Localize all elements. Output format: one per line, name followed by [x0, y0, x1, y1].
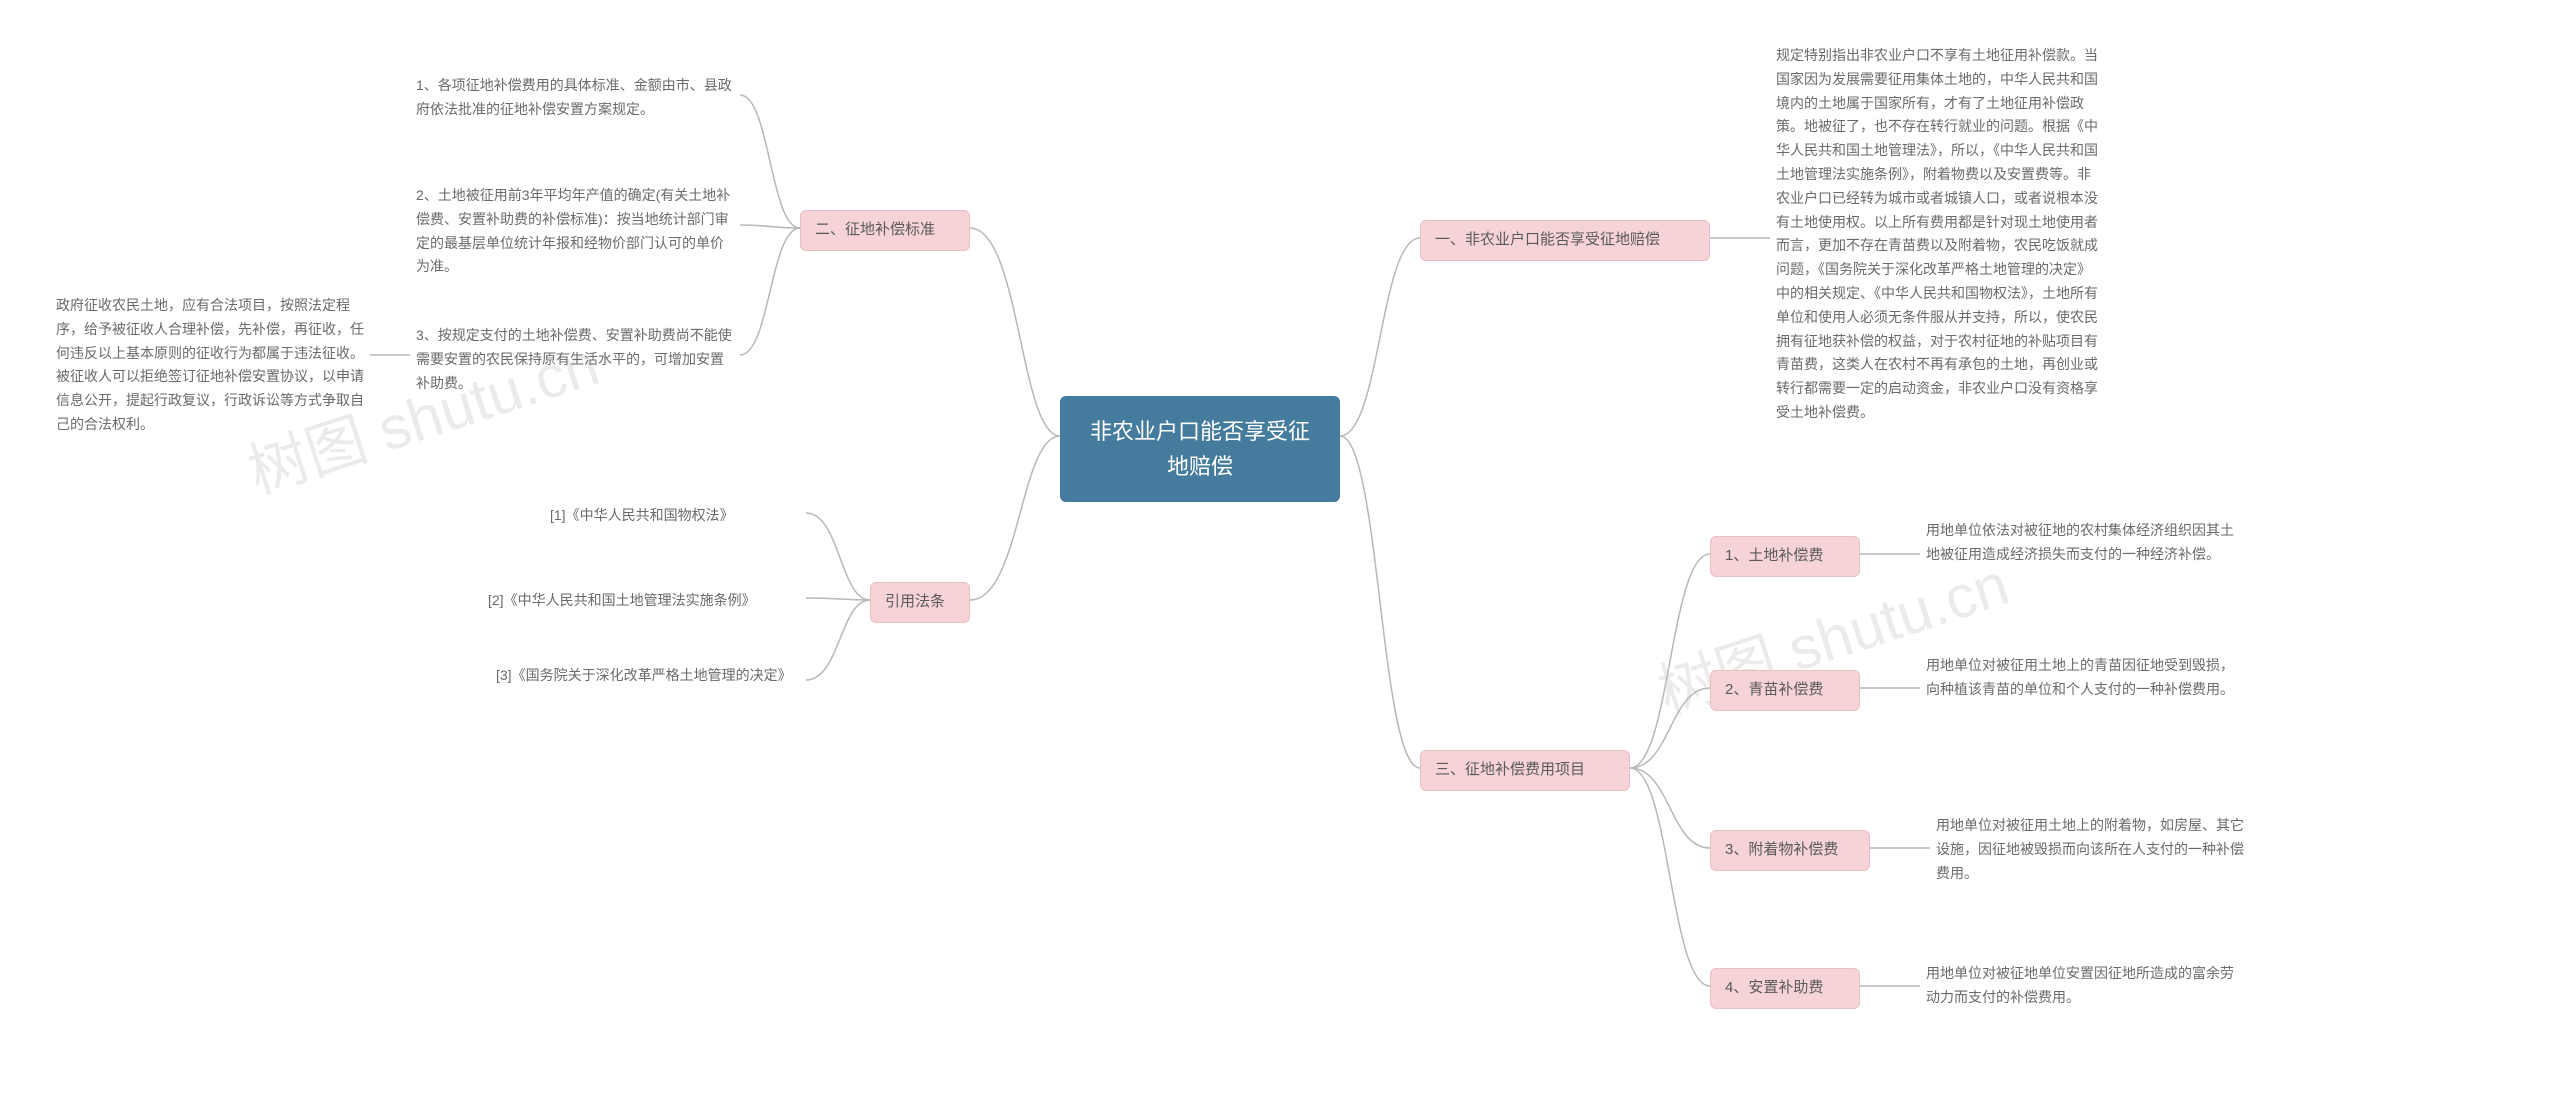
branch-l1: 二、征地补偿标准 [800, 210, 970, 251]
branch-l1-c2-text: 2、土地被征用前3年平均年产值的确定(有关土地补偿费、安置补助费的补偿标准)：按… [416, 187, 730, 274]
branch-l1-label: 二、征地补偿标准 [815, 221, 935, 238]
branch-l1-c3-extra: 政府征收农民土地，应有合法项目，按照法定程序，给予被征收人合理补偿，先补偿，再征… [50, 290, 370, 441]
branch-l2-c3-text: [3]《国务院关于深化改革严格土地管理的决定》 [496, 667, 792, 683]
branch-r1-leaf-text: 规定特别指出非农业户口不享有土地征用补偿款。当国家因为发展需要征用集体土地的，中… [1776, 47, 2098, 420]
branch-l2-c2: [2]《中华人民共和国土地管理法实施条例》 [482, 585, 806, 617]
branch-r2-c3-leaf: 用地单位对被征用土地上的附着物，如房屋、其它设施，因征地被毁损而向该所在人支付的… [1930, 810, 2260, 889]
branch-r2: 三、征地补偿费用项目 [1420, 750, 1630, 791]
branch-r2-c4-leaf: 用地单位对被征地单位安置因征地所造成的富余劳动力而支付的补偿费用。 [1920, 958, 2250, 1014]
branch-r2-c2-leaf: 用地单位对被征用土地上的青苗因征地受到毁损，向种植该青苗的单位和个人支付的一种补… [1920, 650, 2250, 706]
branch-r2-c3: 3、附着物补偿费 [1710, 830, 1870, 871]
branch-r2-c1: 1、土地补偿费 [1710, 536, 1860, 577]
branch-l2-c3: [3]《国务院关于深化改革严格土地管理的决定》 [490, 660, 806, 692]
branch-r1-leaf: 规定特别指出非农业户口不享有土地征用补偿款。当国家因为发展需要征用集体土地的，中… [1770, 40, 2110, 429]
branch-l1-c1-text: 1、各项征地补偿费用的具体标准、金额由市、县政府依法批准的征地补偿安置方案规定。 [416, 77, 732, 117]
branch-l2-c1: [1]《中华人民共和国物权法》 [544, 500, 804, 532]
branch-l2-c1-text: [1]《中华人民共和国物权法》 [550, 507, 734, 523]
branch-r2-c4-label: 4、安置补助费 [1725, 979, 1823, 996]
branch-r2-c2-label: 2、青苗补偿费 [1725, 681, 1823, 698]
branch-l1-c3-extra-text: 政府征收农民土地，应有合法项目，按照法定程序，给予被征收人合理补偿，先补偿，再征… [56, 297, 364, 432]
branch-l1-c1: 1、各项征地补偿费用的具体标准、金额由市、县政府依法批准的征地补偿安置方案规定。 [410, 70, 740, 126]
branch-r2-c1-leaf-text: 用地单位依法对被征地的农村集体经济组织因其土地被征用造成经济损失而支付的一种经济… [1926, 522, 2234, 562]
branch-l1-c3: 3、按规定支付的土地补偿费、安置补助费尚不能使需要安置的农民保持原有生活水平的，… [410, 320, 740, 399]
branch-r2-c2: 2、青苗补偿费 [1710, 670, 1860, 711]
branch-r2-c1-label: 1、土地补偿费 [1725, 547, 1823, 564]
branch-r2-c2-leaf-text: 用地单位对被征用土地上的青苗因征地受到毁损，向种植该青苗的单位和个人支付的一种补… [1926, 657, 2234, 697]
branch-r2-c3-label: 3、附着物补偿费 [1725, 841, 1838, 858]
branch-r2-c1-leaf: 用地单位依法对被征地的农村集体经济组织因其土地被征用造成经济损失而支付的一种经济… [1920, 515, 2250, 571]
branch-l2-c2-text: [2]《中华人民共和国土地管理法实施条例》 [488, 592, 756, 608]
branch-r2-label: 三、征地补偿费用项目 [1435, 761, 1585, 778]
branch-r2-c4-leaf-text: 用地单位对被征地单位安置因征地所造成的富余劳动力而支付的补偿费用。 [1926, 965, 2234, 1005]
center-topic-text: 非农业户口能否享受征地赔偿 [1090, 419, 1310, 479]
branch-r2-c4: 4、安置补助费 [1710, 968, 1860, 1009]
branch-l2-label: 引用法条 [885, 593, 945, 610]
branch-l2: 引用法条 [870, 582, 970, 623]
branch-l1-c3-text: 3、按规定支付的土地补偿费、安置补助费尚不能使需要安置的农民保持原有生活水平的，… [416, 327, 732, 391]
center-topic: 非农业户口能否享受征地赔偿 [1060, 396, 1340, 502]
branch-r1-label: 一、非农业户口能否享受征地赔偿 [1435, 231, 1660, 248]
branch-r2-c3-leaf-text: 用地单位对被征用土地上的附着物，如房屋、其它设施，因征地被毁损而向该所在人支付的… [1936, 817, 2244, 881]
branch-r1: 一、非农业户口能否享受征地赔偿 [1420, 220, 1710, 261]
branch-l1-c2: 2、土地被征用前3年平均年产值的确定(有关土地补偿费、安置补助费的补偿标准)：按… [410, 180, 740, 283]
